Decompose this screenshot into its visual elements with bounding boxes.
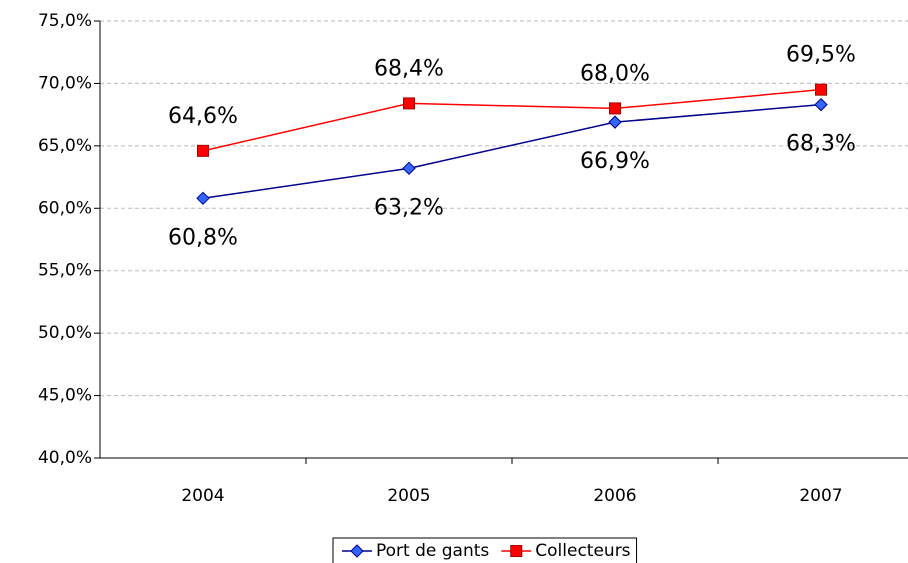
series-line: [202, 88, 822, 152]
x-tick-label: 2005: [387, 486, 430, 506]
x-tick-label: 2006: [593, 486, 636, 506]
legend-marker: [510, 545, 523, 557]
value-label: 64,6%: [168, 104, 238, 129]
value-label: 68,3%: [786, 132, 856, 157]
legend-marker: [350, 544, 364, 558]
legend-label: Collecteurs: [535, 541, 630, 561]
value-label: 60,8%: [168, 225, 238, 250]
legend: Port de gants Collecteurs: [332, 537, 638, 563]
data-point: [815, 83, 827, 96]
legend-box: [332, 537, 638, 563]
x-tick-label: 2007: [799, 486, 842, 506]
y-tick-label: 65,0%: [38, 136, 92, 156]
value-label: 66,9%: [580, 149, 650, 174]
data-point: [609, 102, 621, 115]
value-label: 63,2%: [374, 195, 444, 220]
data-point: [402, 161, 416, 176]
value-label: 68,4%: [374, 56, 444, 81]
y-tick-label: 50,0%: [38, 323, 92, 343]
y-tick-label: 45,0%: [38, 386, 92, 406]
data-point: [403, 97, 415, 110]
legend-label: Port de gants: [376, 541, 489, 561]
y-tick-label: 75,0%: [38, 11, 92, 31]
y-tick-label: 60,0%: [38, 198, 92, 218]
value-label: 69,5%: [786, 43, 856, 68]
data-point: [196, 191, 210, 206]
y-tick-label: 55,0%: [38, 261, 92, 281]
data-point: [608, 115, 622, 129]
value-label: 68,0%: [580, 61, 650, 86]
y-tick-label: 40,0%: [38, 448, 92, 468]
series-line: [202, 103, 822, 200]
y-tick-label: 70,0%: [38, 73, 92, 93]
x-tick-label: 2004: [181, 486, 224, 506]
data-point: [814, 97, 828, 112]
data-point: [197, 144, 209, 157]
